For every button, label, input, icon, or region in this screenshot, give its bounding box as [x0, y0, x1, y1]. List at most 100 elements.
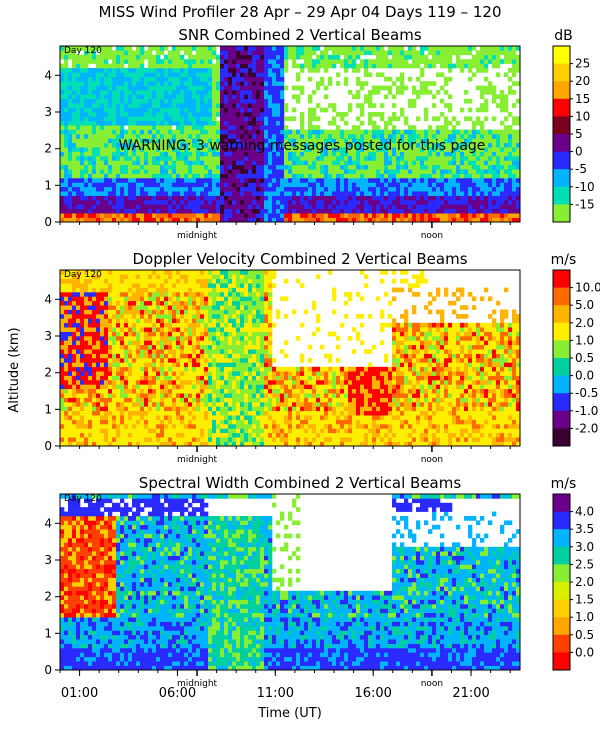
heatmap-cell: [124, 384, 129, 390]
heatmap-cell: [128, 358, 133, 363]
heatmap-cell: [88, 85, 93, 91]
heatmap-cell: [436, 186, 441, 192]
heatmap-cell: [64, 309, 69, 315]
heatmap-cell: [348, 134, 353, 139]
heatmap-cell: [420, 160, 425, 166]
heatmap-cell: [80, 384, 85, 390]
heatmap-cell: [92, 173, 97, 179]
heatmap-cell: [464, 160, 469, 166]
heatmap-cell: [332, 156, 337, 161]
heatmap-cell: [156, 178, 161, 183]
heatmap-cell: [508, 142, 513, 148]
heatmap-cell: [396, 178, 401, 183]
heatmap-cell: [108, 138, 113, 144]
heatmap-cell: [200, 107, 205, 113]
heatmap-cell: [84, 142, 89, 148]
heatmap-cell: [204, 204, 209, 210]
heatmap-cell: [328, 204, 333, 210]
heatmap-cell: [80, 419, 85, 425]
heatmap-cell: [136, 366, 141, 372]
colorbar-swatch: [553, 46, 570, 64]
heatmap-cell: [140, 270, 145, 275]
heatmap-cell: [84, 314, 89, 319]
heatmap-cell: [176, 169, 181, 174]
heatmap-cell: [144, 428, 149, 434]
heatmap-cell: [136, 46, 141, 51]
heatmap-cell: [352, 204, 357, 210]
heatmap-cell: [408, 160, 413, 166]
heatmap-cell: [172, 46, 177, 51]
heatmap-cell: [440, 59, 445, 64]
heatmap-cell: [428, 156, 433, 161]
heatmap-cell: [236, 116, 241, 122]
heatmap-cell: [288, 142, 293, 148]
heatmap-cell: [140, 129, 145, 135]
heatmap-cell: [264, 169, 269, 174]
heatmap-cell: [228, 63, 233, 69]
heatmap-cell: [124, 432, 129, 438]
heatmap-cell: [84, 46, 89, 51]
heatmap-cell: [388, 147, 393, 152]
heatmap-cell: [84, 103, 89, 108]
heatmap-cell: [172, 169, 177, 174]
heatmap-cell: [204, 107, 209, 113]
heatmap-cell: [392, 147, 397, 152]
heatmap-cell: [328, 59, 333, 64]
heatmap-cell: [268, 134, 273, 139]
heatmap-cell: [256, 72, 261, 78]
heatmap-cell: [488, 90, 493, 95]
heatmap-cell: [284, 151, 289, 157]
heatmap-cell: [232, 156, 237, 161]
heatmap-cell: [428, 213, 433, 218]
heatmap-cell: [96, 406, 101, 412]
heatmap-cell: [140, 292, 145, 297]
heatmap-cell: [144, 204, 149, 210]
heatmap-cell: [76, 191, 81, 196]
heatmap-cell: [116, 406, 121, 412]
heatmap-cell: [84, 178, 89, 183]
heatmap-cell: [456, 54, 461, 60]
heatmap-cell: [316, 63, 321, 69]
heatmap-cell: [468, 107, 473, 113]
heatmap-cell: [292, 59, 297, 64]
heatmap-cell: [128, 213, 133, 218]
heatmap-cell: [376, 90, 381, 95]
heatmap-cell: [72, 353, 77, 359]
heatmap-cell: [404, 54, 409, 60]
heatmap-cell: [268, 178, 273, 183]
heatmap-cell: [268, 103, 273, 108]
heatmap-cell: [332, 208, 337, 214]
heatmap-cell: [64, 178, 69, 183]
heatmap-cell: [96, 151, 101, 157]
heatmap-cell: [232, 103, 237, 108]
heatmap-cell: [356, 151, 361, 157]
heatmap-cell: [136, 441, 141, 447]
heatmap-cell: [88, 160, 93, 166]
heatmap-cell: [364, 186, 369, 192]
heatmap-cell: [140, 142, 145, 148]
heatmap-cell: [392, 178, 397, 183]
heatmap-cell: [324, 191, 329, 196]
heatmap-cell: [180, 200, 185, 205]
heatmap-cell: [428, 160, 433, 166]
heatmap-cell: [152, 142, 157, 148]
heatmap-cell: [116, 314, 121, 319]
heatmap-cell: [112, 336, 117, 341]
heatmap-cell: [144, 402, 149, 407]
heatmap-cell: [132, 327, 137, 332]
heatmap-cell: [152, 415, 157, 420]
heatmap-cell: [308, 195, 313, 201]
heatmap-cell: [80, 314, 85, 319]
heatmap-cell: [184, 191, 189, 196]
heatmap-cell: [76, 200, 81, 205]
heatmap-cell: [300, 208, 305, 214]
heatmap-cell: [216, 182, 221, 188]
heatmap-cell: [132, 107, 137, 113]
heatmap-cell: [76, 322, 81, 328]
heatmap-cell: [444, 147, 449, 152]
heatmap-cell: [284, 68, 289, 73]
heatmap-cell: [64, 147, 69, 152]
heatmap-cell: [392, 112, 397, 117]
heatmap-cell: [428, 169, 433, 174]
heatmap-cell: [156, 213, 161, 218]
